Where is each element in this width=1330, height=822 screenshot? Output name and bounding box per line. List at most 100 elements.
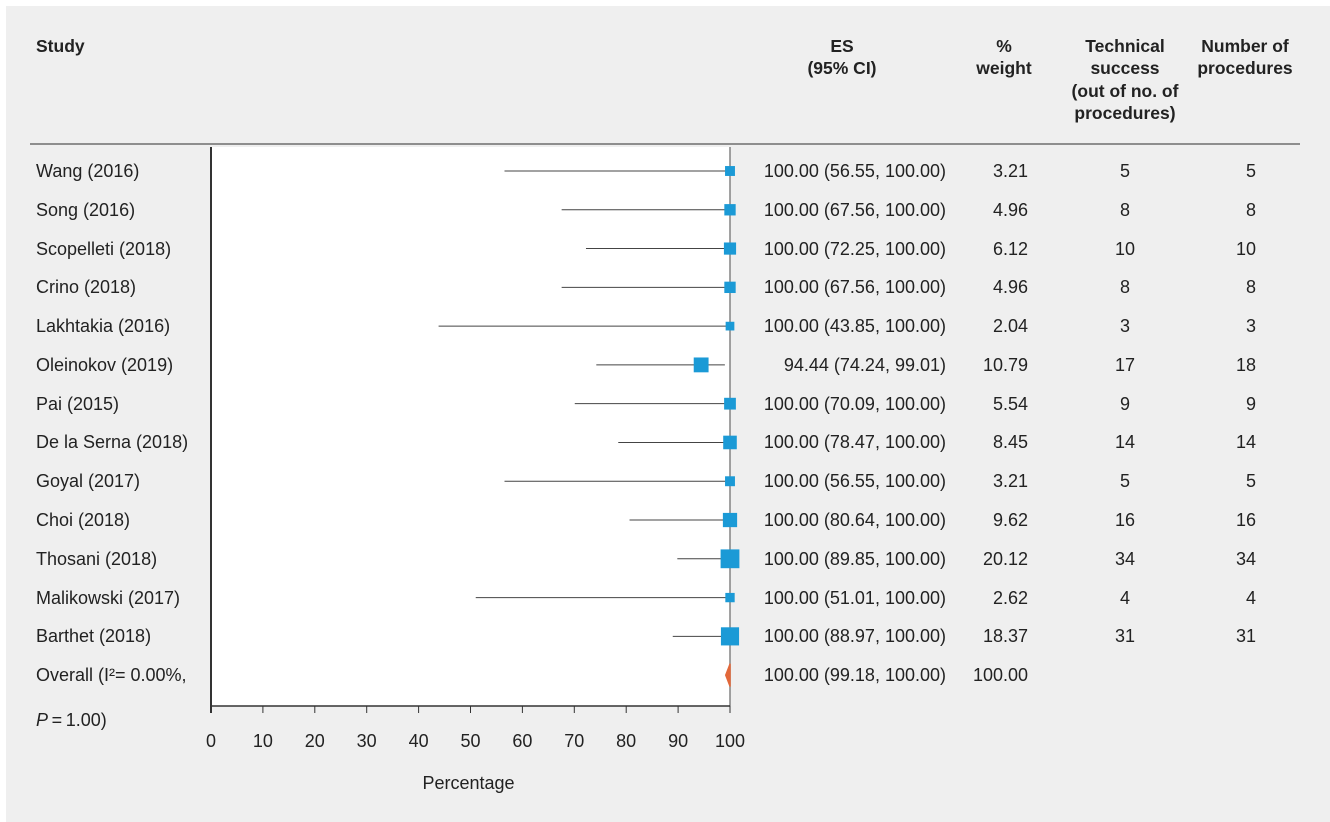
x-tick-label: 90 (668, 731, 688, 751)
overall-label: Overall (I²= 0.00%, (36, 665, 187, 686)
study-name: Crino (2018) (36, 277, 137, 298)
study-weight: 5.54 (992, 393, 1028, 414)
overall-weight: 100.00 (972, 665, 1028, 686)
study-technical-success: 9 (1119, 393, 1130, 414)
header-technical-success: Technical success (out of no. of procedu… (1060, 35, 1190, 125)
study-weight: 2.04 (992, 316, 1028, 337)
p-symbol: P (36, 710, 49, 730)
study-marker (724, 281, 736, 294)
study-marker (724, 204, 736, 216)
study-procedures: 5 (1245, 471, 1256, 492)
header-technical-success-line2: success (1090, 58, 1160, 79)
study-technical-success: 31 (1114, 626, 1136, 647)
overall-p-value: P = 1.00) (36, 708, 107, 732)
study-es-ci: 100.00 (56.55, 100.00) (763, 161, 946, 181)
study-name: Pai (2015) (36, 393, 120, 414)
study-technical-success: 16 (1114, 510, 1136, 531)
study-weight: 18.37 (982, 626, 1028, 647)
header-weight: % weight (954, 35, 1054, 80)
study-es-ci: 100.00 (67.56, 100.00) (763, 277, 946, 298)
header-weight-line2: weight (976, 58, 1032, 79)
header-rule (30, 143, 1300, 145)
study-technical-success: 34 (1114, 548, 1136, 569)
study-es-ci: 94.44 (74.24, 99.01) (783, 354, 946, 375)
study-marker (723, 242, 737, 255)
header-es-line1: ES (830, 36, 854, 56)
study-weight: 9.62 (992, 510, 1028, 531)
study-es-ci: 100.00 (88.97, 100.00) (763, 626, 946, 647)
x-tick-label: 50 (460, 731, 480, 751)
header-procedures-line2: procedures (1197, 58, 1293, 79)
study-es-ci: 100.00 (89.85, 100.00) (763, 548, 946, 569)
p-value-text: = 1.00) (48, 710, 107, 730)
study-procedures: 34 (1235, 548, 1256, 569)
study-name: De la Serna (2018) (36, 432, 189, 453)
study-procedures: 14 (1235, 432, 1256, 453)
study-technical-success: 17 (1114, 354, 1136, 375)
x-tick-label: 30 (357, 731, 377, 751)
study-technical-success: 5 (1119, 161, 1130, 181)
study-es-ci: 100.00 (43.85, 100.00) (763, 316, 946, 337)
overall-diamond (724, 663, 731, 687)
study-procedures: 9 (1245, 393, 1256, 414)
header-es-line2: (95% CI) (807, 58, 877, 79)
overall-es-ci: 100.00 (99.18, 100.00) (763, 665, 946, 686)
header-technical-success-line1: Technical (1085, 36, 1165, 56)
study-marker (725, 476, 735, 487)
x-tick-label: 10 (253, 731, 273, 751)
study-weight: 4.96 (992, 199, 1028, 220)
study-weight: 2.62 (992, 587, 1028, 608)
study-es-ci: 100.00 (67.56, 100.00) (763, 199, 946, 220)
plot-area (211, 147, 730, 706)
study-procedures: 3 (1245, 316, 1256, 337)
x-tick-label: 70 (564, 731, 584, 751)
study-weight: 8.45 (992, 432, 1028, 453)
study-technical-success: 10 (1114, 238, 1136, 259)
header-procedures: Number of procedures (1190, 35, 1300, 80)
header-study: Study (36, 36, 85, 56)
study-technical-success: 8 (1119, 199, 1130, 220)
header-weight-line1: % (996, 36, 1012, 56)
study-marker (723, 435, 737, 450)
study-marker (693, 357, 709, 373)
study-weight: 6.12 (992, 238, 1028, 259)
study-name: Lakhtakia (2016) (36, 316, 171, 337)
study-marker (725, 166, 735, 176)
study-procedures: 31 (1235, 626, 1256, 647)
study-es-ci: 100.00 (70.09, 100.00) (763, 393, 946, 414)
header-technical-success-line3: (out of no. of (1071, 80, 1179, 101)
x-axis-label: Percentage (422, 773, 514, 793)
study-technical-success: 14 (1114, 432, 1136, 453)
study-weight: 3.21 (992, 471, 1028, 492)
header-procedures-line1: Number of (1201, 36, 1289, 56)
study-marker (720, 549, 740, 569)
study-procedures: 18 (1235, 354, 1256, 375)
study-procedures: 8 (1245, 199, 1256, 220)
x-tick-label: 80 (616, 731, 636, 751)
study-name: Barthet (2018) (36, 626, 152, 647)
x-tick-label: 100 (715, 731, 745, 751)
study-technical-success: 5 (1119, 471, 1130, 492)
study-technical-success: 8 (1119, 277, 1130, 298)
study-es-ci: 100.00 (51.01, 100.00) (763, 587, 946, 608)
study-es-ci: 100.00 (56.55, 100.00) (763, 471, 946, 492)
study-weight: 4.96 (992, 277, 1028, 298)
study-procedures: 4 (1245, 587, 1256, 608)
study-name: Song (2016) (36, 199, 136, 220)
study-procedures: 8 (1245, 277, 1256, 298)
study-weight: 3.21 (992, 161, 1028, 181)
study-marker (720, 627, 740, 646)
study-marker (725, 321, 735, 331)
study-procedures: 5 (1245, 161, 1256, 181)
study-marker (725, 592, 735, 603)
study-weight: 20.12 (982, 548, 1028, 569)
study-weight: 10.79 (982, 354, 1028, 375)
study-name: Oleinokov (2019) (36, 354, 174, 375)
study-name: Goyal (2017) (36, 471, 141, 492)
study-es-ci: 100.00 (72.25, 100.00) (763, 238, 946, 259)
x-tick-label: 20 (305, 731, 325, 751)
header-es: ES (95% CI) (772, 35, 912, 80)
study-name: Thosani (2018) (36, 548, 158, 569)
